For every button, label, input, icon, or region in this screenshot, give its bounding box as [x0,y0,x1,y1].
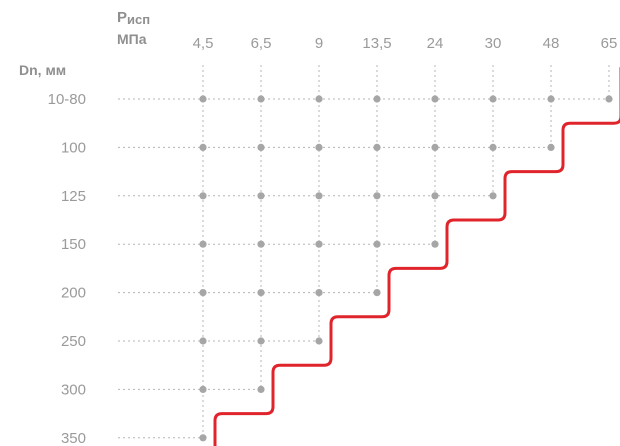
data-point [431,95,439,103]
y-tick-label: 300 [61,381,86,398]
data-point [199,95,207,103]
data-point [315,337,323,345]
y-tick-label: 200 [61,285,86,302]
x-tick-label: 24 [427,35,444,52]
data-point [257,289,265,297]
data-point [199,385,207,393]
x-tick-label: 13,5 [362,35,391,52]
x-axis-header-main: P [117,9,127,26]
data-point [431,143,439,151]
data-point [489,95,497,103]
data-point [373,289,381,297]
grid-layer [118,65,610,439]
data-point [373,95,381,103]
data-point [315,95,323,103]
y-tick-label: 125 [61,188,86,205]
x-axis-header-sub: исп [127,12,150,27]
data-point [257,240,265,248]
data-point [257,337,265,345]
data-point [373,143,381,151]
data-point [547,95,555,103]
y-tick-label: 150 [61,236,86,253]
data-point [547,143,555,151]
data-point [315,289,323,297]
data-point [199,240,207,248]
x-tick-label: 4,5 [193,35,214,52]
data-point [489,192,497,200]
data-point [199,289,207,297]
data-point [315,192,323,200]
y-tick-label: 10-80 [48,91,86,108]
data-point [257,143,265,151]
pressure-limit-boundary [213,66,620,446]
data-point [373,240,381,248]
y-tick-label: 250 [61,333,86,350]
x-tick-label: 48 [543,35,560,52]
data-point [199,337,207,345]
points-layer [199,95,613,442]
data-point [199,434,207,442]
data-point [199,143,207,151]
x-tick-label: 30 [485,35,502,52]
data-point [431,240,439,248]
data-point [431,192,439,200]
data-point [257,192,265,200]
data-point [373,192,381,200]
x-tick-labels: 4,5 6,5 9 13,5 24 30 48 65 [193,35,618,52]
data-point [199,192,207,200]
data-point [605,95,613,103]
y-tick-label: 100 [61,139,86,156]
data-point [315,143,323,151]
x-tick-label: 65 [601,35,618,52]
data-point [257,385,265,393]
x-axis-unit: МПа [117,31,147,47]
y-tick-label: 350 [61,430,86,446]
x-tick-label: 9 [315,35,323,52]
x-tick-label: 6,5 [251,35,272,52]
data-point [489,143,497,151]
data-point [315,240,323,248]
y-tick-labels: 10-80 100 125 150 200 250 300 350 [48,91,86,446]
x-axis-header: Pисп [117,9,150,27]
y-axis-header: Dn, мм [19,62,66,78]
data-point [257,95,265,103]
